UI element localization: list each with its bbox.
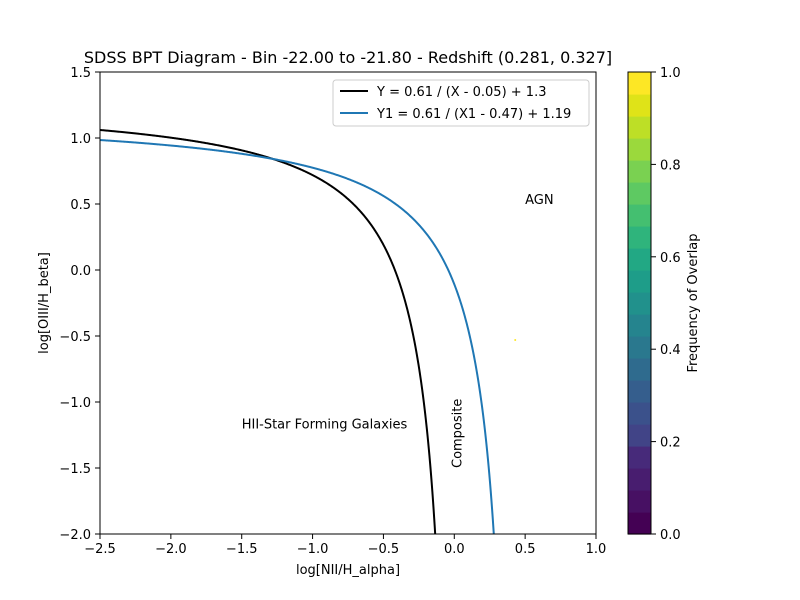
colorbar-segment-15 (628, 182, 651, 205)
colorbar-segment-2 (628, 468, 651, 491)
y-tick-label-0: −2.0 (59, 528, 91, 543)
x-tick-label-7: 1.0 (586, 542, 607, 557)
series-line-1 (100, 139, 495, 534)
colorbar-tick-label-5: 1.0 (660, 66, 681, 81)
x-tick-label-3: −1.0 (297, 542, 329, 557)
x-tick-label-5: 0.0 (444, 542, 465, 557)
legend-entry-1: Y1 = 0.61 / (X1 - 0.47) + 1.19 (376, 107, 571, 122)
colorbar-segment-12 (628, 248, 651, 271)
colorbar-tick-label-0: 0.0 (660, 528, 681, 543)
colorbar-tick-label-2: 0.4 (660, 343, 681, 358)
colorbar-frame (627, 71, 652, 535)
plot-area: AGN HII-Star Forming Galaxies Composite −2… (59, 66, 606, 557)
colorbar-segment-19 (628, 94, 651, 117)
y-tick-label-5: 0.5 (70, 198, 91, 213)
colorbar-segment-0 (628, 512, 651, 535)
x-axis: −2.5 −2.0 −1.5 −1.0 −0.5 0.0 0.5 1.0 (84, 534, 606, 557)
colorbar-tick-label-3: 0.6 (660, 251, 681, 266)
colorbar-label: Frequency of Overlap (686, 233, 701, 372)
colorbar-segment-1 (628, 490, 651, 513)
series-line-0 (100, 128, 437, 534)
data-point-0 (514, 338, 517, 341)
y-tick-label-7: 1.5 (70, 66, 91, 81)
x-tick-label-1: −2.0 (155, 542, 187, 557)
annotation-2: Composite (450, 399, 465, 468)
x-tick-label-4: −0.5 (368, 542, 400, 557)
colorbar-segment-5 (628, 402, 651, 425)
colorbar: 0.0 0.2 0.4 0.6 0.8 1.0 Frequency of Overlap (627, 66, 701, 543)
x-axis-label: log[NII/H_alpha] (296, 563, 400, 578)
y-tick-label-6: 1.0 (70, 132, 91, 147)
colorbar-segment-20 (628, 72, 651, 95)
y-tick-label-1: −1.5 (59, 462, 91, 477)
y-axis: −2.0 −1.5 −1.0 −0.5 0.0 0.5 1.0 1.5 (59, 66, 100, 543)
colorbar-segment-14 (628, 204, 651, 227)
colorbar-segment-17 (628, 138, 651, 161)
x-tick-label-0: −2.5 (84, 542, 116, 557)
annotation-0: AGN (525, 193, 553, 208)
y-tick-label-3: −0.5 (59, 330, 91, 345)
y-axis-label: log[OIII/H_beta] (37, 252, 52, 354)
legend-box (332, 79, 590, 127)
x-tick-label-2: −1.5 (226, 542, 258, 557)
y-tick-label-2: −1.0 (59, 396, 91, 411)
colorbar-segment-3 (628, 446, 651, 469)
colorbar-segment-9 (628, 314, 651, 337)
legend-entry-0: Y = 0.61 / (X - 0.05) + 1.3 (376, 85, 546, 100)
colorbar-segment-13 (628, 226, 651, 249)
colorbar-segment-7 (628, 358, 651, 381)
colorbar-segment-16 (628, 160, 651, 183)
colorbar-tick-label-4: 0.8 (660, 158, 681, 173)
colorbar-segment-6 (628, 380, 651, 403)
x-tick-label-6: 0.5 (515, 542, 536, 557)
y-tick-label-4: 0.0 (70, 264, 91, 279)
colorbar-segment-8 (628, 336, 651, 359)
colorbar-segment-4 (628, 424, 651, 447)
legend: Y = 0.61 / (X - 0.05) + 1.3 Y1 = 0.61 / … (332, 79, 590, 127)
chart-title: SDSS BPT Diagram - Bin -22.00 to -21.80 … (84, 48, 612, 67)
colorbar-tick-label-1: 0.2 (660, 436, 681, 451)
plot-frame (99, 71, 597, 535)
colorbar-segment-10 (628, 292, 651, 315)
annotation-1: HII-Star Forming Galaxies (242, 417, 408, 432)
colorbar-segment-18 (628, 116, 651, 139)
colorbar-segment-11 (628, 270, 651, 293)
